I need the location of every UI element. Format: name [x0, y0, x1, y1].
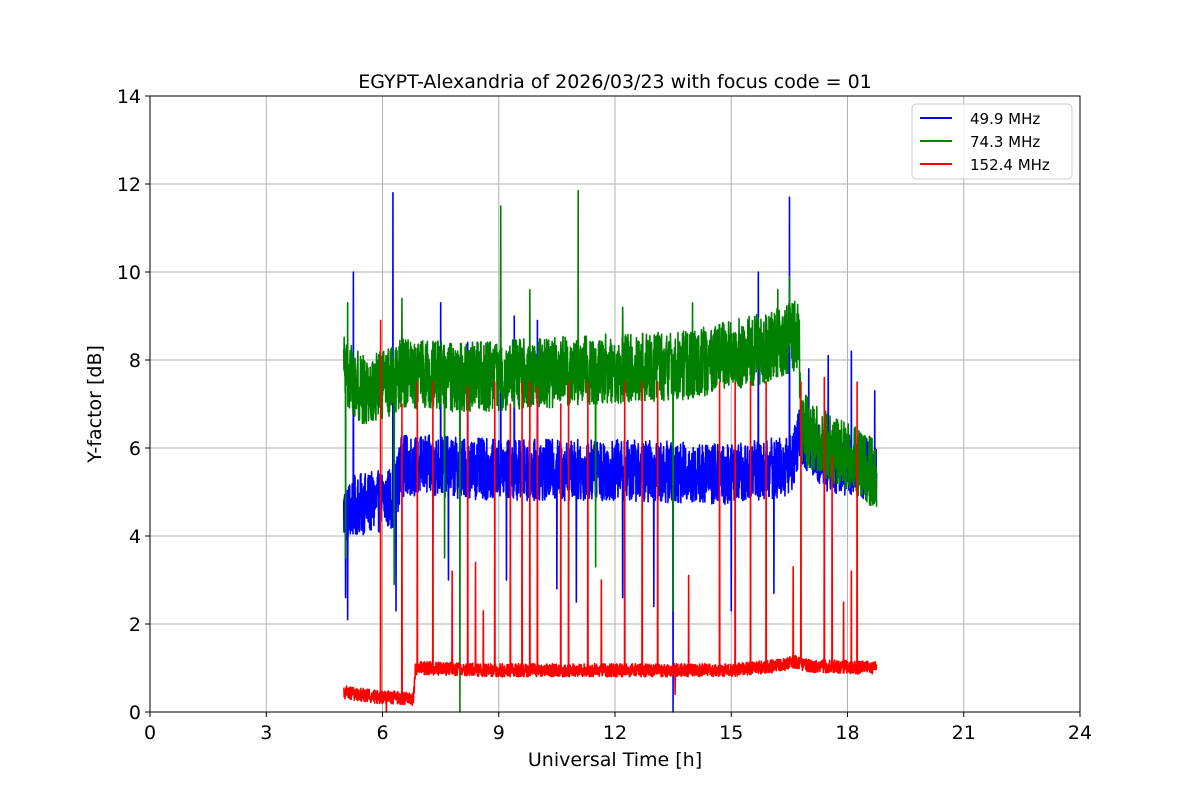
x-tick-label: 3	[260, 722, 272, 744]
y-tick-label: 12	[117, 174, 141, 196]
y-axis-label: Y-factor [dB]	[84, 345, 106, 464]
x-tick-label: 12	[603, 722, 627, 744]
legend-label: 152.4 MHz	[970, 156, 1050, 174]
y-tick-label: 6	[129, 438, 141, 460]
y-tick-label: 10	[117, 262, 141, 284]
x-tick-label: 15	[719, 722, 743, 744]
x-tick-label: 0	[144, 722, 156, 744]
legend: 49.9 MHz 74.3 MHz 152.4 MHz	[911, 103, 1073, 180]
y-tick-label: 14	[117, 86, 141, 108]
chart-title: EGYPT-Alexandria of 2026/03/23 with focu…	[358, 71, 872, 93]
legend-label: 49.9 MHz	[970, 110, 1040, 128]
series-line-74-3-mhz	[342, 189, 878, 713]
y-tick-label: 4	[129, 526, 141, 548]
x-tick-label: 18	[835, 722, 859, 744]
y-tick-label: 8	[129, 350, 141, 372]
x-axis-label: Universal Time [h]	[528, 749, 702, 771]
x-tick-label: 6	[376, 722, 388, 744]
x-tick-label: 24	[1068, 722, 1092, 744]
y-tick-label: 0	[129, 702, 141, 724]
x-tick-label: 21	[952, 722, 976, 744]
legend-label: 74.3 MHz	[970, 133, 1040, 151]
y-tick-label: 2	[129, 614, 141, 636]
x-tick-label: 9	[493, 722, 505, 744]
series-layer	[342, 189, 878, 713]
series-line-152-4-mhz	[342, 319, 878, 713]
legend-box	[911, 103, 1073, 180]
